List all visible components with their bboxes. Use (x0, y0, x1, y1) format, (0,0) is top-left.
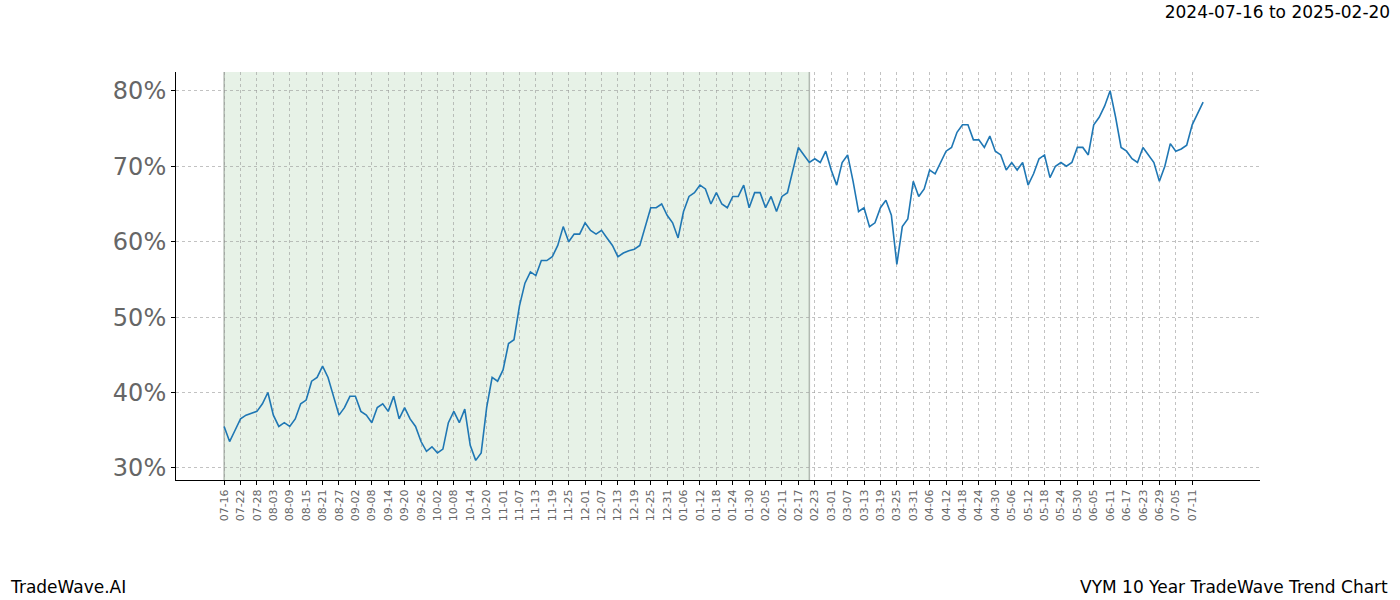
svg-text:12-31: 12-31 (661, 489, 674, 521)
svg-text:08-09: 08-09 (283, 489, 296, 521)
svg-text:08-03: 08-03 (267, 489, 280, 521)
svg-text:10-08: 10-08 (447, 489, 460, 521)
svg-text:07-05: 07-05 (1169, 489, 1182, 521)
svg-text:07-22: 07-22 (234, 489, 247, 521)
svg-text:11-01: 11-01 (497, 489, 510, 521)
svg-text:70%: 70% (113, 153, 166, 181)
svg-text:06-11: 06-11 (1104, 489, 1117, 521)
svg-text:03-25: 03-25 (890, 489, 903, 521)
svg-text:09-08: 09-08 (365, 489, 378, 521)
svg-text:07-16: 07-16 (218, 489, 231, 521)
svg-text:03-07: 03-07 (841, 489, 854, 521)
svg-text:07-28: 07-28 (251, 489, 264, 521)
svg-text:08-21: 08-21 (316, 489, 329, 521)
svg-text:12-19: 12-19 (628, 489, 641, 521)
svg-text:09-14: 09-14 (382, 489, 395, 521)
svg-text:12-07: 12-07 (595, 489, 608, 521)
svg-text:60%: 60% (113, 228, 166, 256)
svg-text:02-11: 02-11 (776, 489, 789, 521)
svg-text:12-25: 12-25 (644, 489, 657, 521)
svg-text:09-26: 09-26 (415, 489, 428, 521)
svg-text:11-13: 11-13 (529, 489, 542, 521)
svg-text:40%: 40% (113, 379, 166, 407)
svg-text:12-01: 12-01 (579, 489, 592, 521)
svg-text:06-23: 06-23 (1137, 489, 1150, 521)
svg-text:03-31: 03-31 (907, 489, 920, 521)
svg-text:06-29: 06-29 (1153, 489, 1166, 521)
svg-text:11-07: 11-07 (513, 489, 526, 521)
svg-text:2024-07-16 to 2025-02-20: 2024-07-16 to 2025-02-20 (1165, 2, 1390, 22)
svg-text:08-27: 08-27 (333, 489, 346, 521)
svg-text:03-19: 03-19 (874, 489, 887, 521)
svg-text:11-25: 11-25 (562, 489, 575, 521)
svg-text:02-17: 02-17 (792, 489, 805, 521)
svg-text:03-13: 03-13 (858, 489, 871, 521)
svg-text:01-24: 01-24 (726, 489, 739, 521)
svg-text:01-30: 01-30 (743, 489, 756, 521)
svg-text:VYM 10 Year TradeWave Trend Ch: VYM 10 Year TradeWave Trend Chart (1080, 577, 1388, 597)
svg-text:06-05: 06-05 (1087, 489, 1100, 521)
svg-text:06-17: 06-17 (1120, 489, 1133, 521)
svg-text:12-13: 12-13 (611, 489, 624, 521)
svg-text:04-30: 04-30 (989, 489, 1002, 521)
svg-text:10-02: 10-02 (431, 489, 444, 521)
svg-text:02-23: 02-23 (808, 489, 821, 521)
svg-text:04-24: 04-24 (972, 489, 985, 521)
svg-text:11-19: 11-19 (546, 489, 559, 521)
svg-text:10-20: 10-20 (480, 489, 493, 521)
svg-text:05-18: 05-18 (1038, 489, 1051, 521)
svg-text:04-06: 04-06 (923, 489, 936, 521)
svg-text:02-05: 02-05 (759, 489, 772, 521)
svg-text:01-18: 01-18 (710, 489, 723, 521)
svg-text:03-01: 03-01 (825, 489, 838, 521)
svg-text:09-20: 09-20 (398, 489, 411, 521)
svg-text:08-15: 08-15 (300, 489, 313, 521)
svg-text:09-02: 09-02 (349, 489, 362, 521)
svg-text:01-12: 01-12 (694, 489, 707, 521)
svg-text:05-30: 05-30 (1071, 489, 1084, 521)
svg-text:04-18: 04-18 (956, 489, 969, 521)
svg-text:04-12: 04-12 (940, 489, 953, 521)
svg-text:07-11: 07-11 (1186, 489, 1199, 521)
svg-text:TradeWave.AI: TradeWave.AI (10, 577, 126, 597)
svg-text:80%: 80% (113, 77, 166, 105)
svg-text:01-06: 01-06 (677, 489, 690, 521)
svg-text:05-12: 05-12 (1022, 489, 1035, 521)
svg-text:10-14: 10-14 (464, 489, 477, 521)
svg-text:05-06: 05-06 (1005, 489, 1018, 521)
svg-text:30%: 30% (113, 454, 166, 482)
svg-text:05-24: 05-24 (1054, 489, 1067, 521)
svg-text:50%: 50% (113, 304, 166, 332)
